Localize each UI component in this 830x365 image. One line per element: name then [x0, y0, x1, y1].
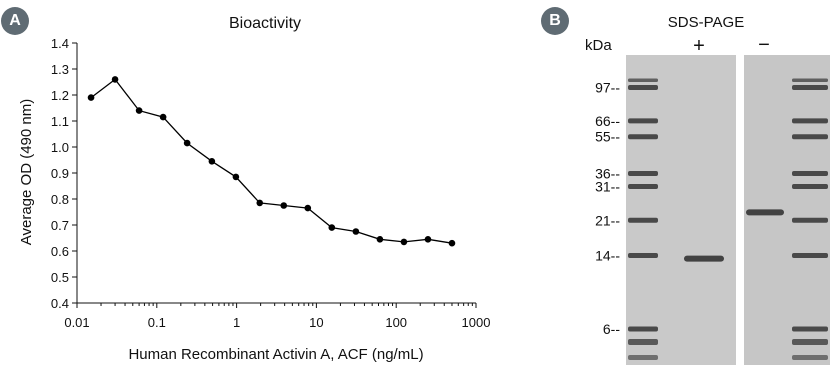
- y-tick-label: 1.2: [51, 88, 69, 103]
- chart-plot-area: [87, 76, 456, 247]
- data-point: [400, 238, 408, 246]
- data-point: [183, 139, 191, 147]
- ladder-band: [628, 171, 658, 177]
- gel-marker-labels: 97-- 66--55-- 36--31-- 21-- 14-- 6--: [595, 80, 620, 338]
- ladder-band: [792, 78, 828, 82]
- gel-marker-label: 36--: [595, 166, 620, 182]
- ladder-band: [792, 326, 828, 332]
- y-axis-label: Average OD (490 nm): [18, 99, 35, 245]
- y-tick-label: 0.4: [51, 296, 69, 311]
- panel-a-badge: A: [1, 7, 29, 35]
- gel-bands: [628, 78, 828, 360]
- y-tick-label: 1.3: [51, 62, 69, 77]
- gel-marker-label: 14--: [595, 247, 620, 263]
- y-tick-label: 1.4: [51, 36, 69, 51]
- gel-marker-label: 6--: [603, 321, 620, 337]
- gel-lane-plus-label: +: [693, 35, 705, 57]
- gel-title: SDS-PAGE: [668, 14, 744, 31]
- gel-marker-label: 66--: [595, 113, 620, 129]
- ladder-band: [792, 85, 828, 90]
- chart-title: Bioactivity: [229, 15, 301, 32]
- data-point: [280, 202, 288, 209]
- sample-band-plus: [684, 255, 724, 262]
- ladder-band: [628, 134, 658, 140]
- ladder-band: [792, 134, 828, 140]
- ladder-band: [628, 78, 658, 82]
- ladder-band: [628, 326, 658, 332]
- ladder-band: [792, 339, 828, 345]
- gel-image-left: [626, 55, 736, 365]
- y-tick-label: 0.7: [51, 218, 69, 233]
- y-tick-label: 1.1: [51, 114, 69, 129]
- data-point: [256, 199, 264, 207]
- y-tick-label: 0.5: [51, 270, 69, 285]
- ladder-band: [628, 85, 658, 90]
- gel-marker-label: 97--: [595, 80, 620, 96]
- panel-b-badge: B: [541, 7, 569, 35]
- ladder-band: [628, 339, 658, 345]
- y-tick-label: 0.8: [51, 192, 69, 207]
- x-tick-label: 100: [385, 315, 407, 330]
- x-tick-label: 1: [233, 315, 240, 330]
- ladder-band: [628, 252, 658, 258]
- gel-marker-label: 21--: [595, 212, 620, 228]
- data-point: [424, 236, 432, 243]
- data-point: [159, 113, 167, 121]
- x-tick-label: 0.1: [148, 315, 166, 330]
- y-tick-label: 1.0: [51, 140, 69, 155]
- x-tick-label: 1000: [462, 315, 491, 330]
- data-point: [87, 94, 95, 101]
- sample-band-minus: [746, 209, 784, 216]
- ladder-band: [628, 355, 658, 360]
- data-point: [208, 158, 216, 165]
- ladder-band: [792, 252, 828, 258]
- gel-marker-label: 31--: [595, 178, 620, 194]
- ladder-band: [628, 217, 658, 223]
- data-point: [135, 107, 143, 114]
- data-point: [304, 204, 312, 212]
- data-point: [328, 224, 336, 231]
- series-line: [90, 78, 453, 244]
- gel-unit-label: kDa: [585, 37, 612, 54]
- data-point: [111, 76, 119, 83]
- ladder-band: [792, 171, 828, 177]
- gel-marker-label: 55--: [595, 129, 620, 145]
- ladder-band: [628, 183, 658, 189]
- x-tick-label: 10: [309, 315, 323, 330]
- ladder-band: [792, 118, 828, 124]
- y-tick-label: 0.9: [51, 166, 69, 181]
- ladder-band: [628, 118, 658, 124]
- x-axis-label: Human Recombinant Activin A, ACF (ng/mL): [128, 346, 423, 363]
- ladder-band: [792, 217, 828, 223]
- ladder-band: [792, 183, 828, 189]
- sds-page-gel: SDS-PAGE kDa + − 97-- 66--55-- 36--31-- 21-…: [585, 14, 830, 365]
- data-point: [352, 228, 360, 235]
- data-point: [376, 236, 384, 243]
- chart-axes: 0.4 0.5 0.6 0.7 0.8 0.9 1.0 1.1 1.2 1.3 1.4 0.01 0.1…: [51, 36, 491, 330]
- y-tick-label: 0.6: [51, 244, 69, 259]
- data-point: [232, 173, 240, 181]
- ladder-band: [792, 355, 828, 360]
- data-point: [448, 239, 456, 247]
- gel-lane-minus-label: −: [758, 34, 770, 56]
- x-tick-label: 0.01: [64, 315, 89, 330]
